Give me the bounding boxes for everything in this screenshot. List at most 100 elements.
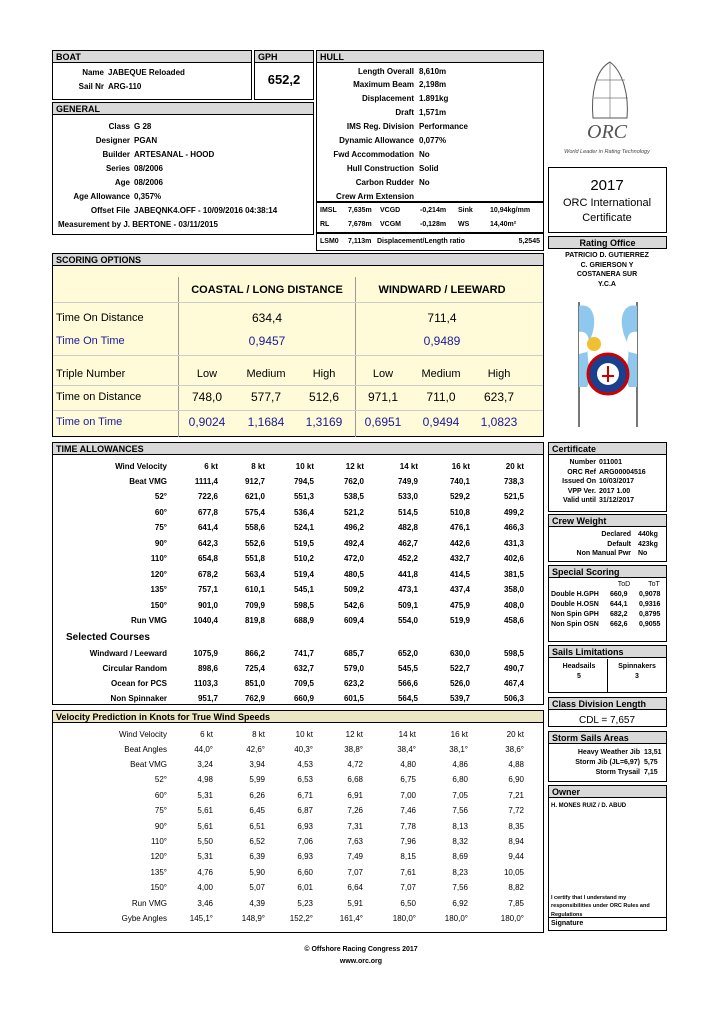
- column-header: High: [487, 368, 511, 380]
- label: Sail Nr: [78, 81, 104, 91]
- value: JABEQUE Reloaded: [108, 67, 185, 77]
- divider: [53, 385, 543, 386]
- value: 762,9: [244, 694, 265, 704]
- value: 912,7: [244, 476, 265, 486]
- value: 5,50: [197, 836, 213, 846]
- value: 8,69: [452, 852, 468, 862]
- value: 642,3: [197, 538, 218, 548]
- value: 551,3: [293, 492, 314, 501]
- value: 598,5: [293, 600, 314, 610]
- box: [52, 442, 544, 705]
- header-label: Wind Velocity: [115, 461, 167, 471]
- measure: 7,635m: [348, 207, 372, 214]
- value: 3,94: [249, 759, 265, 769]
- section-title: Special Scoring: [552, 566, 620, 577]
- value: 38,8°: [344, 744, 363, 754]
- value: ARG00004516: [599, 468, 646, 476]
- value: 6,01: [297, 883, 313, 893]
- value: 08/2006: [134, 163, 163, 173]
- value: 6,71: [297, 790, 313, 800]
- value: 579,0: [343, 663, 364, 673]
- row-label: 135°: [150, 585, 167, 594]
- cdl-value: CDL = 7,657: [578, 714, 636, 726]
- value: 609,4: [343, 616, 364, 625]
- section-title: GENERAL: [56, 103, 101, 114]
- speed: 6 kt: [204, 461, 218, 471]
- value: 558,6: [244, 523, 265, 532]
- label: Storm Trysail: [595, 769, 640, 776]
- value: 0,6951: [364, 414, 402, 429]
- value: 740,1: [449, 476, 470, 486]
- value: 492,4: [343, 538, 364, 548]
- row-label: Triple Number: [56, 368, 126, 380]
- value: 5,61: [197, 821, 213, 831]
- label: VPP Ver.: [567, 487, 596, 495]
- value: 6,87: [297, 806, 313, 816]
- value: 512,6: [308, 389, 340, 404]
- value: 536,4: [293, 507, 314, 517]
- row-label: 135°: [150, 867, 167, 877]
- value: No: [638, 550, 648, 557]
- value: 510,2: [293, 554, 314, 563]
- row-label: Run VMG: [131, 616, 167, 625]
- value: 709,9: [244, 600, 265, 610]
- column-header: COASTAL / LONG DISTANCE: [191, 284, 343, 296]
- row-label: Beat Angles: [124, 744, 167, 754]
- value: 757,1: [197, 585, 218, 594]
- value: 10,05: [503, 867, 524, 877]
- value: 7,61: [400, 867, 416, 877]
- flags: [578, 302, 638, 427]
- value: 1111,4: [194, 476, 218, 486]
- speed: 10 kt: [295, 729, 313, 739]
- column-header: ToT: [648, 581, 660, 588]
- row-label: Ocean for PCS: [110, 679, 167, 689]
- value: 519,4: [293, 569, 314, 579]
- box: [52, 102, 314, 235]
- value: 44,0°: [194, 744, 213, 754]
- value: 575,4: [244, 507, 265, 517]
- value: 632,7: [293, 663, 314, 673]
- value: 738,3: [503, 476, 524, 486]
- value: 1,0823: [480, 414, 518, 429]
- value: 6,91: [347, 790, 363, 800]
- value: 0,9055: [639, 621, 661, 628]
- label: Fwd Accommodation: [333, 149, 414, 159]
- value: 7,05: [452, 790, 468, 800]
- value: 482,8: [397, 523, 418, 532]
- label: Declared: [601, 531, 631, 538]
- divider: [53, 410, 543, 411]
- value: 7,06: [297, 836, 313, 846]
- value: 0,9078: [639, 591, 661, 598]
- value: 42,6°: [246, 744, 265, 754]
- value: 4,80: [400, 759, 416, 769]
- value: 551,8: [244, 554, 265, 563]
- label: Dynamic Allowance: [339, 136, 414, 145]
- value: 6,93: [297, 821, 313, 831]
- section-title: SCORING OPTIONS: [56, 254, 142, 265]
- value: 1,571m: [419, 108, 447, 118]
- value: 4,72: [347, 759, 363, 769]
- value: 10/03/2017: [599, 478, 635, 485]
- row-label: 120°: [150, 852, 167, 862]
- measure: 7,678m: [348, 221, 372, 228]
- section-title: GPH: [258, 51, 278, 62]
- label: Non Manual Pwr: [576, 550, 631, 557]
- divider: [355, 277, 356, 437]
- section-title: Storm Sails Areas: [552, 732, 629, 743]
- value: 0,9489: [423, 333, 461, 348]
- value: 8,13: [452, 821, 468, 831]
- speed: 6 kt: [200, 729, 213, 739]
- value: No: [419, 177, 430, 187]
- box: [316, 202, 544, 233]
- value: 8,35: [508, 821, 524, 831]
- label: Non Spin OSN: [551, 621, 599, 628]
- divider: [607, 659, 608, 692]
- value: 148,9°: [241, 913, 265, 923]
- label: Non Spin GPH: [551, 611, 599, 618]
- value: 552,6: [244, 538, 265, 548]
- value: 5,75: [644, 759, 658, 766]
- label: Age Allowance: [73, 191, 130, 201]
- value: 851,0: [244, 679, 265, 689]
- value: PGAN: [134, 135, 158, 145]
